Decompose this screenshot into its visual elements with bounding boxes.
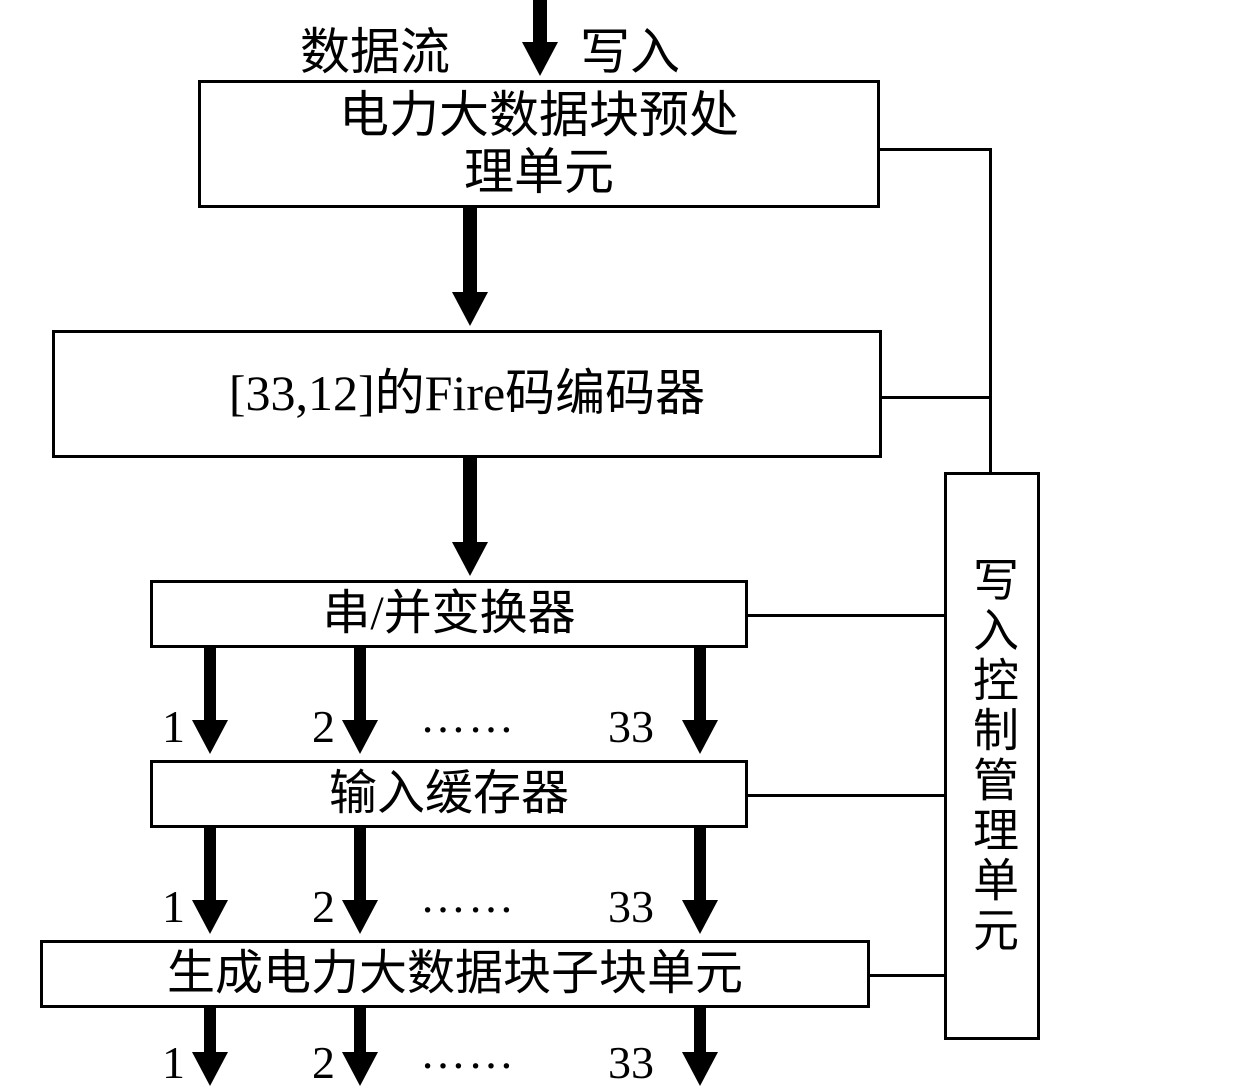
node-subblk: 生成电力大数据块子块单元 [40, 940, 870, 1008]
arrowhead-buf-sub-2 [342, 900, 378, 934]
node-ctrl-text: 写入控制管理单元 [959, 556, 1025, 956]
arrowhead-sp-buf-33 [682, 720, 718, 754]
ctrl-link-buffer-h [748, 794, 946, 797]
arrowhead-buf-sub-1 [192, 900, 228, 934]
num-sp-buf-1: 1 [162, 700, 185, 753]
num-sub-out-1: 1 [162, 1036, 185, 1089]
dots-sp-buf: …… [420, 690, 516, 743]
arrow-sp-buf-2 [354, 648, 366, 722]
arrow-buf-sub-1 [204, 828, 216, 902]
dots-sub-out: …… [420, 1026, 516, 1079]
top-label-left: 数据流 [300, 12, 450, 84]
arrow-preproc-encoder [463, 208, 477, 294]
num-sp-buf-2: 2 [312, 700, 335, 753]
node-buffer: 输入缓存器 [150, 760, 748, 828]
node-buffer-text: 输入缓存器 [329, 766, 569, 821]
arrowhead-buf-sub-33 [682, 900, 718, 934]
top-label-right: 写入 [580, 12, 680, 84]
arrowhead-encoder-spconv [452, 542, 488, 576]
flow-diagram: 数据流 写入 电力大数据块预处 理单元 [33,12]的Fire码编码器 串/并… [0, 0, 1240, 1092]
node-encoder: [33,12]的Fire码编码器 [52, 330, 882, 458]
arrow-sub-out-33 [694, 1008, 706, 1054]
ctrl-link-subblk-h [870, 974, 946, 977]
dots-buf-sub: …… [420, 870, 516, 923]
arrowhead-sub-out-2 [342, 1052, 378, 1086]
arrow-sub-out-2 [354, 1008, 366, 1054]
node-encoder-text: [33,12]的Fire码编码器 [229, 365, 705, 423]
num-sub-out-2: 2 [312, 1036, 335, 1089]
arrowhead-sp-buf-1 [192, 720, 228, 754]
arrowhead-top-preproc [522, 42, 558, 76]
num-buf-sub-1: 1 [162, 880, 185, 933]
arrowhead-sub-out-1 [192, 1052, 228, 1086]
arrowhead-preproc-encoder [452, 292, 488, 326]
arrow-sp-buf-1 [204, 648, 216, 722]
arrow-buf-sub-33 [694, 828, 706, 902]
arrow-buf-sub-2 [354, 828, 366, 902]
num-buf-sub-33: 33 [608, 880, 654, 933]
arrow-sp-buf-33 [694, 648, 706, 722]
node-preproc: 电力大数据块预处 理单元 [198, 80, 880, 208]
node-preproc-text: 电力大数据块预处 理单元 [339, 87, 739, 202]
node-ctrl: 写入控制管理单元 [944, 472, 1040, 1040]
num-sp-buf-33: 33 [608, 700, 654, 753]
arrowhead-sp-buf-2 [342, 720, 378, 754]
node-sp-conv: 串/并变换器 [150, 580, 748, 648]
num-buf-sub-2: 2 [312, 880, 335, 933]
ctrl-link-preproc-h [880, 148, 992, 151]
num-sub-out-33: 33 [608, 1036, 654, 1089]
arrowhead-sub-out-33 [682, 1052, 718, 1086]
ctrl-link-preproc-v [989, 148, 992, 473]
ctrl-link-encoder-h [882, 396, 992, 399]
node-sp-conv-text: 串/并变换器 [322, 586, 575, 641]
arrow-top-preproc [533, 0, 547, 44]
ctrl-link-spconv-h [748, 614, 946, 617]
arrow-sub-out-1 [204, 1008, 216, 1054]
node-subblk-text: 生成电力大数据块子块单元 [167, 946, 743, 1001]
arrow-encoder-spconv [463, 458, 477, 544]
